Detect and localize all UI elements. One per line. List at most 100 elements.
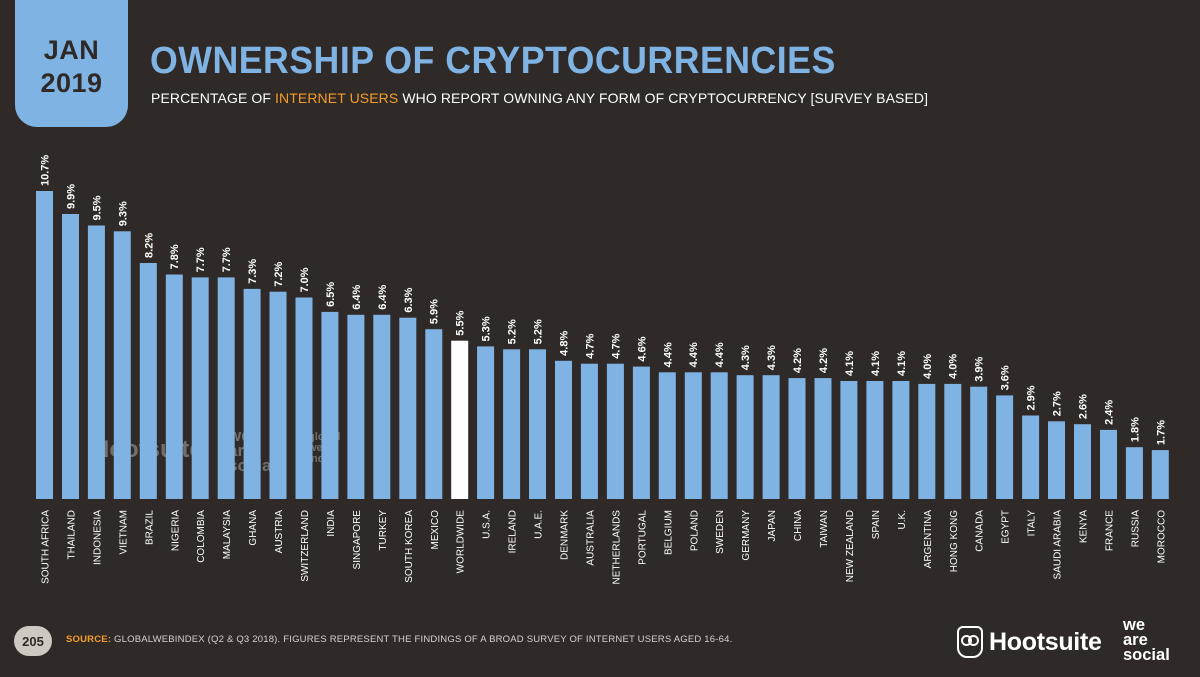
value-label-netherlands: 4.7%: [610, 333, 622, 358]
bar-malaysia: [217, 277, 235, 499]
value-label-turkey: 6.4%: [377, 284, 389, 309]
bar-austria: [269, 291, 287, 499]
value-label-argentina: 4.0%: [922, 354, 934, 379]
category-label-switzerland: SWITZERLAND: [300, 510, 311, 582]
category-label-egypt: EGYPT: [1001, 510, 1012, 544]
bar-nigeria: [165, 274, 183, 499]
category-label-colombia: COLOMBIA: [196, 510, 207, 563]
category-label-kenya: KENYA: [1079, 510, 1090, 543]
bar-ghana: [243, 288, 261, 499]
category-label-nigeria: NIGERIA: [170, 510, 181, 551]
category-label-vietnam: VIETNAM: [118, 510, 129, 554]
was-line-we: we: [1123, 616, 1146, 634]
value-label-singapore: 6.4%: [351, 284, 363, 309]
bar-russia: [1125, 447, 1143, 499]
value-label-canada: 3.9%: [974, 356, 986, 381]
value-label-india: 6.5%: [325, 282, 337, 307]
value-label-u-s-a: 5.3%: [481, 316, 493, 341]
subtitle-suffix: WHO REPORT OWNING ANY FORM OF CRYPTOCURR…: [398, 90, 929, 106]
bar-thailand: [62, 214, 79, 499]
category-label-morocco: MOROCCO: [1156, 510, 1167, 564]
category-label-u-s-a: U.S.A.: [482, 510, 493, 539]
bar-turkey: [373, 314, 391, 499]
source-note: SOURCE: GLOBALWEBINDEX (Q2 & Q3 2018). F…: [66, 634, 732, 645]
category-label-saudi-arabia: SAUDI ARABIA: [1053, 510, 1064, 580]
category-label-singapore: SINGAPORE: [352, 510, 363, 570]
value-label-hong-kong: 4.0%: [948, 354, 960, 379]
value-label-japan: 4.3%: [766, 345, 778, 370]
bar-italy: [1022, 415, 1040, 499]
value-label-egypt: 3.6%: [1000, 365, 1012, 390]
category-label-belgium: BELGIUM: [663, 510, 674, 555]
value-label-portugal: 4.6%: [636, 336, 648, 361]
value-label-russia: 1.8%: [1129, 417, 1141, 442]
bar-u-a-e: [529, 349, 546, 499]
category-label-japan: JAPAN: [767, 510, 778, 542]
category-label-spain: SPAIN: [871, 510, 882, 539]
category-label-taiwan: TAIWAN: [819, 510, 830, 548]
category-label-thailand: THAILAND: [66, 510, 77, 559]
hootsuite-wordmark: Hootsuite: [989, 627, 1102, 656]
category-label-russia: RUSSIA: [1130, 510, 1141, 548]
value-label-saudi-arabia: 2.7%: [1052, 391, 1064, 416]
value-label-taiwan: 4.2%: [818, 348, 830, 373]
bar-new-zealand: [840, 381, 858, 499]
subtitle-highlight: INTERNET USERS: [275, 90, 399, 106]
source-label: SOURCE:: [66, 634, 112, 645]
category-label-south-africa: SOUTH AFRICA: [41, 510, 52, 584]
date-year: 2019: [40, 67, 103, 98]
bar-vietnam: [113, 231, 131, 500]
value-label-mexico: 5.9%: [429, 299, 441, 324]
value-label-belgium: 4.4%: [662, 342, 674, 367]
page-title: OWNERSHIP OF CRYPTOCURRENCIES: [150, 40, 836, 82]
page-number: 205: [14, 626, 52, 656]
hootsuite-logo: Hootsuite: [957, 620, 1102, 664]
value-label-germany: 4.3%: [740, 345, 752, 370]
bar-south-africa: [36, 191, 53, 499]
bar-portugal: [632, 366, 650, 499]
value-label-brazil: 8.2%: [143, 233, 155, 258]
category-label-portugal: PORTUGAL: [637, 510, 648, 565]
category-label-india: INDIA: [326, 510, 337, 537]
value-label-u-k: 4.1%: [896, 351, 908, 376]
bar-switzerland: [295, 297, 313, 499]
bar-colombia: [191, 277, 209, 499]
category-label-italy: ITALY: [1027, 510, 1038, 537]
category-label-france: FRANCE: [1104, 510, 1115, 551]
value-label-switzerland: 7.0%: [299, 267, 311, 292]
value-label-kenya: 2.6%: [1078, 394, 1090, 419]
category-label-new-zealand: NEW ZEALAND: [845, 510, 856, 582]
bar-sweden: [710, 372, 728, 499]
bar-germany: [736, 375, 754, 499]
category-label-canada: CANADA: [975, 510, 986, 552]
value-label-thailand: 9.9%: [65, 184, 77, 209]
value-label-austria: 7.2%: [273, 261, 285, 286]
category-label-u-a-e: U.A.E.: [534, 510, 545, 539]
bar-taiwan: [814, 378, 832, 499]
bar-canada: [970, 386, 988, 499]
value-label-australia: 4.7%: [584, 333, 596, 358]
category-label-poland: POLAND: [689, 510, 700, 551]
bar-france: [1100, 429, 1117, 499]
value-label-malaysia: 7.7%: [221, 247, 233, 272]
value-label-ireland: 5.2%: [507, 319, 519, 344]
category-label-hong-kong: HONG KONG: [949, 510, 960, 572]
category-label-malaysia: MALAYSIA: [222, 510, 233, 560]
category-label-germany: GERMANY: [741, 510, 752, 561]
category-label-south-korea: SOUTH KOREA: [404, 510, 415, 583]
value-label-france: 2.4%: [1103, 400, 1115, 425]
date-month: JAN: [43, 34, 100, 65]
value-label-colombia: 7.7%: [195, 247, 207, 272]
was-line-social: social: [1123, 646, 1170, 664]
category-label-sweden: SWEDEN: [715, 510, 726, 554]
bar-singapore: [347, 314, 365, 499]
bar-brazil: [139, 263, 157, 499]
category-label-australia: AUSTRALIA: [585, 510, 596, 566]
bar-worldwide: [451, 340, 469, 499]
bar-spain: [866, 381, 884, 499]
bar-egypt: [996, 395, 1014, 499]
bar-argentina: [918, 383, 936, 499]
was-line-are: are: [1123, 631, 1148, 649]
bar-hong-kong: [944, 383, 962, 499]
